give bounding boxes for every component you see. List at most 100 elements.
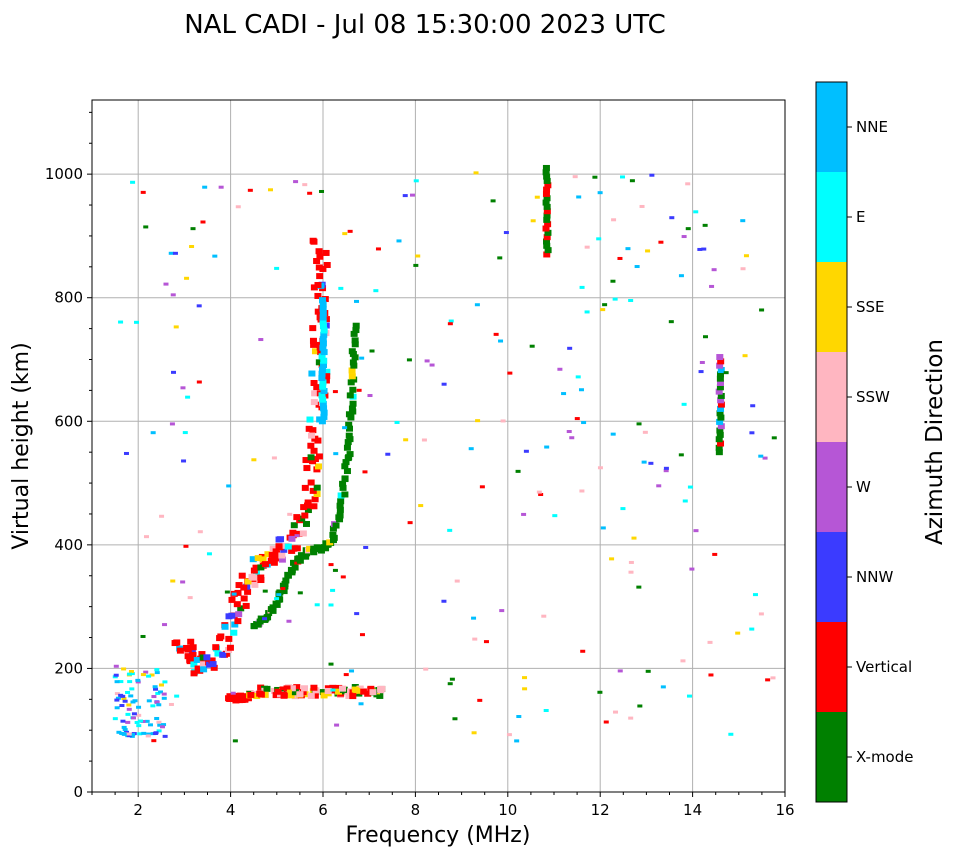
- echo-point: [543, 709, 549, 713]
- echo-point: [157, 723, 163, 727]
- echo-point: [669, 216, 675, 220]
- echo-point: [127, 680, 133, 684]
- echo-point: [319, 305, 327, 312]
- echo-point: [770, 676, 776, 680]
- echo-point: [634, 265, 640, 269]
- y-tick-label: 0: [73, 783, 83, 801]
- echo-point: [336, 502, 344, 509]
- echo-point: [127, 672, 133, 676]
- echo-point: [130, 180, 136, 184]
- echo-point: [716, 362, 724, 369]
- echo-point: [261, 561, 269, 568]
- echo-point: [135, 678, 141, 682]
- echo-point: [543, 186, 551, 193]
- echo-point: [319, 379, 327, 386]
- echo-point: [349, 400, 357, 407]
- echo-point: [272, 548, 280, 555]
- echo-point: [257, 615, 265, 622]
- echo-point: [130, 733, 136, 737]
- echo-point: [642, 430, 648, 434]
- echo-point: [715, 444, 723, 451]
- echo-point: [129, 672, 135, 676]
- echo-point: [319, 314, 327, 321]
- echo-point: [625, 247, 631, 251]
- echo-point: [503, 231, 509, 235]
- echo-point: [342, 426, 348, 430]
- echo-point: [162, 623, 168, 627]
- echo-point: [114, 706, 120, 710]
- colorbar: X-mode Vertical NNW W SSW SSE E NNE: [815, 81, 913, 803]
- echo-point: [257, 684, 265, 691]
- echo-point: [318, 375, 326, 382]
- echo-point: [506, 733, 512, 737]
- echo-point: [309, 487, 317, 494]
- echo-point: [168, 702, 174, 706]
- echo-point: [146, 674, 152, 678]
- echo-point: [377, 685, 385, 692]
- echo-point: [324, 687, 332, 694]
- echo-point: [299, 530, 307, 537]
- colorbar-segment: [816, 532, 847, 622]
- echo-point: [128, 670, 134, 674]
- colorbar-label: Vertical: [856, 658, 912, 676]
- echo-point: [143, 535, 149, 539]
- echo-point: [262, 617, 268, 621]
- echo-point: [291, 689, 299, 696]
- echo-point: [197, 530, 203, 534]
- echo-point: [140, 190, 146, 194]
- echo-point: [228, 612, 236, 619]
- echo-point: [155, 691, 161, 695]
- echo-point: [279, 686, 287, 693]
- echo-point: [584, 310, 590, 314]
- echo-point: [529, 344, 535, 348]
- echo-point: [247, 691, 255, 698]
- echo-point: [278, 552, 286, 559]
- echo-point: [628, 560, 634, 564]
- chart-title: NAL CADI - Jul 08 15:30:00 2023 UTC: [184, 10, 666, 40]
- echo-point: [663, 466, 669, 470]
- x-tick-label: 8: [411, 801, 421, 819]
- y-tick-label: 400: [54, 536, 83, 554]
- echo-point: [542, 199, 550, 206]
- echo-point: [274, 688, 282, 695]
- echo-point: [610, 279, 616, 283]
- echo-point: [364, 690, 372, 697]
- echo-point: [497, 256, 503, 260]
- echo-point: [277, 536, 285, 543]
- echo-point: [685, 227, 691, 231]
- echo-point: [284, 571, 292, 578]
- echo-point: [135, 680, 141, 684]
- echo-point: [170, 293, 176, 297]
- echo-point: [304, 507, 312, 514]
- echo-point: [339, 480, 347, 487]
- echo-point: [340, 575, 346, 579]
- echo-point: [320, 409, 328, 416]
- echo-point: [303, 502, 311, 509]
- echo-point: [322, 545, 330, 552]
- echo-point: [717, 440, 725, 447]
- echo-point: [749, 431, 755, 435]
- echo-point: [351, 354, 359, 361]
- echo-point: [645, 249, 651, 253]
- echo-point: [544, 221, 552, 228]
- echo-point: [544, 229, 552, 236]
- echo-point: [620, 175, 626, 179]
- echo-point: [113, 664, 119, 668]
- echo-point: [120, 719, 126, 723]
- x-tick-label: 16: [775, 801, 794, 819]
- echo-point: [341, 491, 349, 498]
- echo-point: [628, 298, 634, 302]
- echo-point: [118, 320, 124, 324]
- echo-point: [697, 247, 703, 251]
- echo-point: [424, 359, 430, 363]
- echo-point: [154, 716, 160, 720]
- echo-point: [320, 692, 328, 699]
- colorbar-frame: [815, 81, 848, 803]
- echo-point: [114, 692, 120, 696]
- echo-point: [184, 276, 190, 280]
- echo-point: [334, 723, 340, 727]
- echo-point: [702, 223, 708, 227]
- echo-point: [332, 568, 338, 572]
- echo-point: [354, 612, 360, 616]
- echo-point: [130, 716, 136, 720]
